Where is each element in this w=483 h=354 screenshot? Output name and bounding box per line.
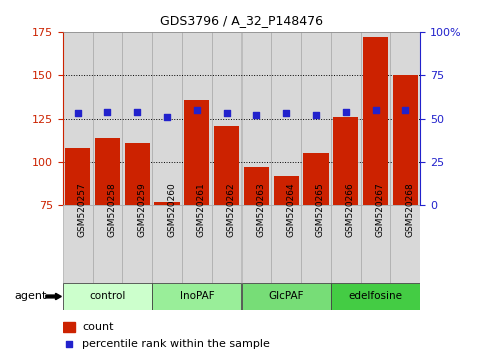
- Bar: [244, 167, 269, 335]
- Point: [133, 109, 141, 114]
- Point: [372, 107, 380, 113]
- Bar: [242, 283, 331, 310]
- Text: edelfosine: edelfosine: [349, 291, 402, 302]
- Bar: [152, 283, 242, 310]
- Bar: [93, 32, 122, 205]
- Text: GSM520260: GSM520260: [167, 182, 176, 236]
- Text: GSM520268: GSM520268: [405, 182, 414, 236]
- Point: [312, 112, 320, 118]
- Text: GDS3796 / A_32_P148476: GDS3796 / A_32_P148476: [160, 14, 323, 27]
- Text: GSM520264: GSM520264: [286, 182, 295, 236]
- Text: InoPAF: InoPAF: [180, 291, 214, 302]
- Text: agent: agent: [14, 291, 47, 302]
- Bar: [63, 32, 93, 205]
- Point: [253, 112, 260, 118]
- Bar: [331, 32, 361, 205]
- Bar: [182, 32, 212, 205]
- Point: [74, 110, 82, 116]
- Bar: [122, 32, 152, 205]
- Bar: [301, 32, 331, 205]
- Bar: [390, 32, 420, 205]
- Text: GSM520262: GSM520262: [227, 182, 236, 236]
- Bar: [95, 138, 120, 335]
- Point: [282, 110, 290, 116]
- Bar: [214, 126, 239, 335]
- Text: count: count: [83, 322, 114, 332]
- Point: [163, 114, 171, 120]
- Text: GSM520258: GSM520258: [108, 182, 116, 236]
- Text: GlcPAF: GlcPAF: [269, 291, 304, 302]
- Bar: [63, 322, 75, 332]
- Text: percentile rank within the sample: percentile rank within the sample: [83, 339, 270, 349]
- Text: GSM520263: GSM520263: [256, 182, 265, 236]
- Bar: [271, 32, 301, 205]
- Bar: [93, 205, 122, 283]
- Bar: [242, 205, 271, 283]
- Bar: [361, 32, 390, 205]
- Bar: [331, 283, 420, 310]
- Bar: [152, 205, 182, 283]
- Bar: [125, 143, 150, 335]
- Point: [193, 107, 201, 113]
- Bar: [184, 99, 210, 335]
- Text: control: control: [89, 291, 126, 302]
- Text: GSM520267: GSM520267: [376, 182, 384, 236]
- Bar: [182, 205, 212, 283]
- Bar: [361, 205, 390, 283]
- Bar: [333, 117, 358, 335]
- Bar: [301, 205, 331, 283]
- Bar: [393, 75, 418, 335]
- Point: [104, 109, 112, 114]
- Text: GSM520257: GSM520257: [78, 182, 86, 236]
- Bar: [390, 205, 420, 283]
- Text: GSM520261: GSM520261: [197, 182, 206, 236]
- Text: GSM520265: GSM520265: [316, 182, 325, 236]
- Bar: [65, 148, 90, 335]
- Bar: [212, 32, 242, 205]
- Bar: [331, 205, 361, 283]
- Bar: [303, 153, 328, 335]
- Point: [401, 107, 409, 113]
- Bar: [273, 176, 299, 335]
- Bar: [63, 283, 152, 310]
- Text: GSM520259: GSM520259: [137, 182, 146, 236]
- Text: GSM520266: GSM520266: [346, 182, 355, 236]
- Bar: [271, 205, 301, 283]
- Point: [342, 109, 350, 114]
- Bar: [122, 205, 152, 283]
- Point: [223, 110, 230, 116]
- Bar: [212, 205, 242, 283]
- Bar: [242, 32, 271, 205]
- Point: [65, 342, 73, 347]
- Bar: [152, 32, 182, 205]
- Bar: [155, 202, 180, 335]
- Bar: [363, 37, 388, 335]
- Bar: [63, 205, 93, 283]
